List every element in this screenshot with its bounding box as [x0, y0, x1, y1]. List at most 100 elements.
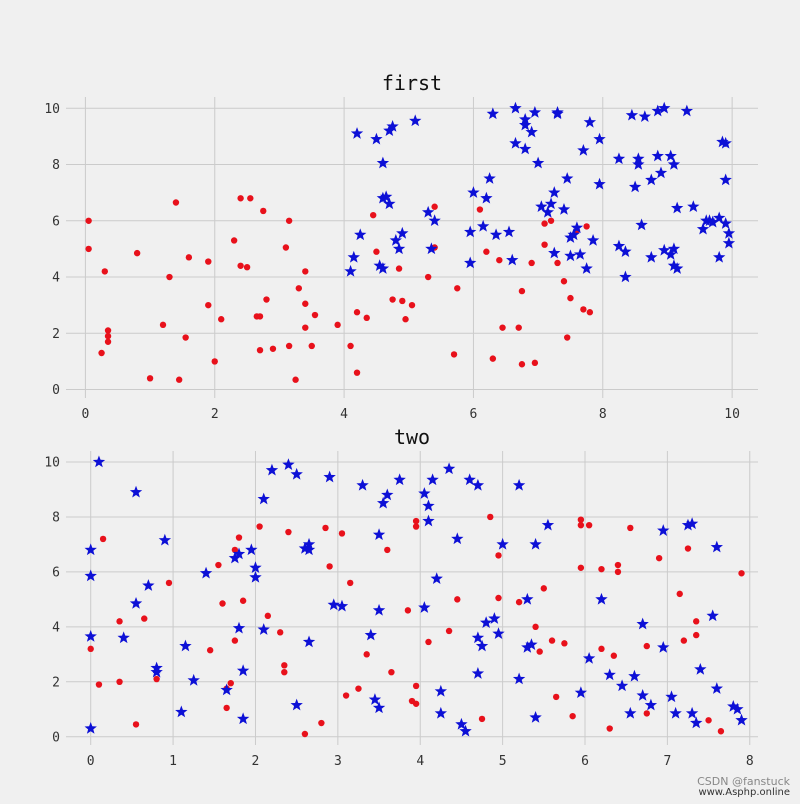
data-point-red — [560, 278, 568, 285]
data-point-blue-star — [657, 640, 670, 653]
data-point-red — [285, 217, 293, 224]
data-point-red — [285, 528, 292, 536]
data-point-red — [445, 627, 453, 635]
data-point-blue-star — [509, 101, 522, 114]
data-point-blue-star — [528, 105, 542, 118]
data-point-blue-star — [245, 543, 258, 556]
data-point-red — [717, 728, 725, 735]
data-point-blue-star — [657, 524, 670, 536]
data-point-blue-star — [84, 569, 97, 582]
data-point-red — [263, 296, 270, 303]
data-point-blue-star — [519, 118, 532, 131]
data-point-red — [311, 311, 319, 319]
data-point-blue-star — [373, 259, 386, 272]
data-point-blue-star — [376, 156, 390, 169]
data-point-blue-star — [236, 712, 250, 725]
data-point-blue-star — [467, 186, 480, 198]
data-point-blue-star — [632, 158, 645, 170]
data-point-red — [614, 561, 622, 569]
data-point-blue-star — [370, 132, 383, 145]
data-point-red — [412, 700, 420, 707]
y-tick-label: 8 — [52, 510, 60, 525]
data-point-red — [610, 652, 618, 659]
data-point-blue-star — [636, 617, 649, 630]
y-tick-label: 4 — [52, 620, 60, 635]
data-point-blue-star — [512, 672, 526, 685]
data-point-blue-star — [249, 561, 262, 574]
data-point-red — [141, 615, 148, 622]
data-point-blue-star — [502, 225, 516, 238]
data-point-blue-star — [483, 172, 496, 184]
data-point-blue-star — [451, 532, 464, 545]
data-point-blue-star — [409, 114, 422, 127]
data-point-blue-star — [471, 667, 485, 679]
data-point-blue-star — [564, 249, 577, 262]
data-point-blue-star — [350, 127, 364, 139]
data-point-blue-star — [372, 701, 386, 714]
data-point-red — [231, 637, 239, 644]
data-point-blue-star — [582, 651, 596, 664]
data-point-blue-star — [232, 621, 246, 634]
x-tick-label: 5 — [499, 754, 507, 769]
data-point-blue-star — [430, 572, 443, 585]
data-point-blue-star — [389, 233, 403, 246]
data-point-red — [172, 199, 180, 206]
data-point-blue-star — [392, 242, 406, 255]
data-point-blue-star — [557, 203, 571, 215]
data-point-red — [389, 296, 396, 303]
data-point-blue-star — [519, 142, 532, 155]
data-point-red — [347, 342, 354, 350]
data-point-red — [318, 719, 325, 727]
data-point-red — [237, 195, 244, 202]
data-point-red — [301, 730, 309, 738]
data-point-blue-star — [265, 463, 279, 476]
data-point-blue-star — [645, 173, 658, 186]
watermark: CSDN @fanstuck www.Asphp.online — [697, 776, 790, 798]
data-point-red — [583, 223, 590, 230]
data-point-red — [260, 207, 267, 215]
data-point-blue-star — [706, 609, 719, 622]
data-point-blue-star — [496, 537, 509, 550]
data-point-red — [515, 598, 523, 606]
data-point-blue-star — [393, 473, 406, 486]
y-tick-label: 2 — [52, 327, 60, 342]
data-point-blue-star — [654, 166, 668, 179]
data-point-blue-star — [376, 191, 390, 204]
data-point-red — [489, 355, 497, 362]
data-point-blue-star — [713, 211, 726, 224]
data-point-red — [215, 561, 222, 569]
data-point-red — [239, 597, 247, 604]
x-tick-label: 7 — [663, 754, 671, 769]
data-point-blue-star — [612, 152, 626, 165]
x-tick-label: 4 — [416, 754, 424, 769]
data-point-blue-star — [425, 242, 438, 255]
data-point-red — [454, 285, 461, 292]
data-point-blue-star — [690, 716, 703, 729]
data-point-red — [580, 306, 587, 313]
data-point-red — [454, 596, 461, 603]
x-tick-label: 0 — [81, 407, 89, 422]
data-point-red — [536, 648, 543, 655]
data-point-blue-star — [463, 473, 476, 486]
x-tick-label: 2 — [252, 754, 260, 769]
data-point-blue-star — [158, 533, 172, 546]
data-point-blue-star — [667, 259, 681, 272]
data-point-red — [235, 534, 243, 541]
x-tick-label: 2 — [211, 407, 219, 422]
y-tick-label: 0 — [52, 730, 60, 745]
x-tick-label: 8 — [746, 754, 754, 769]
data-point-blue-star — [302, 537, 316, 550]
data-point-red — [281, 668, 288, 676]
data-point-blue-star — [687, 200, 700, 212]
data-point-blue-star — [735, 713, 748, 726]
data-point-blue-star — [713, 250, 726, 263]
data-point-red — [175, 376, 183, 383]
x-tick-label: 4 — [340, 407, 348, 422]
data-point-blue-star — [719, 136, 732, 149]
data-point-red — [412, 523, 420, 530]
data-point-blue-star — [670, 201, 684, 214]
data-point-blue-star — [694, 662, 707, 675]
data-point-blue-star — [577, 143, 590, 156]
data-point-blue-star — [727, 700, 740, 712]
